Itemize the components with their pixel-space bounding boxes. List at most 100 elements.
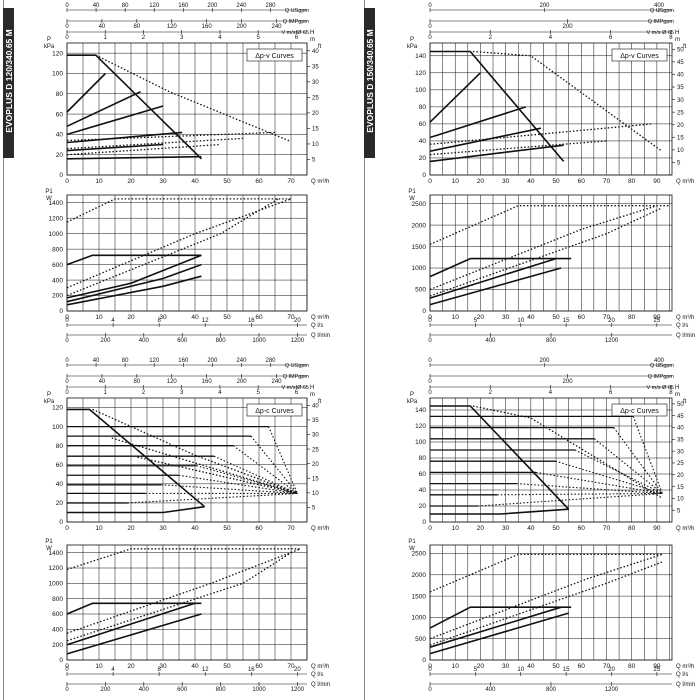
bottom-axis-tick-label: 400 xyxy=(139,687,150,693)
top-axis-tick-label: 240 xyxy=(271,24,282,30)
top-axis-tick-label: 2 xyxy=(489,390,493,396)
y-tick-label: 1000 xyxy=(49,231,64,238)
x-tick-label: 70 xyxy=(287,663,295,670)
top-axis-tick-label: 40 xyxy=(99,24,106,30)
y-tick-right-label: 35 xyxy=(312,64,319,70)
x-tick-label: 60 xyxy=(578,314,586,321)
x-tick-label: 40 xyxy=(527,314,535,321)
pressure-level-extension xyxy=(127,492,298,504)
top-axis-tick-label: 200 xyxy=(539,358,550,364)
bottom-axis-tick-label: 600 xyxy=(177,687,188,693)
series-line-solid xyxy=(429,606,562,648)
x-tick-label: 20 xyxy=(477,525,485,532)
top-axis-tick-label: 80 xyxy=(122,358,129,364)
y-tick-label: 1200 xyxy=(49,215,64,222)
bottom-axis-tick-label: 12 xyxy=(202,667,209,673)
x-tick-label: 10 xyxy=(95,178,103,185)
y-tick-label: 800 xyxy=(52,246,63,253)
y-tick-right-label: 20 xyxy=(312,462,319,468)
top-axis-tick-label: 0 xyxy=(428,358,432,364)
y-tick-label: 1500 xyxy=(412,593,427,600)
y-tick-right-label: 30 xyxy=(312,80,319,86)
model-tab-right xyxy=(364,8,375,158)
y-tick-label: 40 xyxy=(419,138,427,145)
x-tick-label: 60 xyxy=(578,525,586,532)
top-axis-tick-label: 4 xyxy=(218,390,222,396)
top-axis-tick-label: 3 xyxy=(180,35,184,41)
top-axis-label: Q USgpm xyxy=(650,8,675,14)
top-axis-tick-label: 240 xyxy=(271,379,282,385)
series-line-dotted xyxy=(429,123,652,145)
plot-frame xyxy=(429,544,673,661)
y-tick-right-label: 45 xyxy=(677,414,684,420)
y-tick-right-label: 20 xyxy=(677,123,684,129)
y-axis-unit: kPa xyxy=(44,399,55,405)
y-tick-label: 60 xyxy=(56,462,64,469)
x-tick-label: 10 xyxy=(95,663,103,670)
y-tick-label: 0 xyxy=(422,519,426,526)
pressure-level-extension xyxy=(268,426,298,494)
x-tick-label: 20 xyxy=(477,178,485,185)
x-tick-label: 10 xyxy=(452,314,460,321)
bottom-axis-label: Q l/s xyxy=(311,672,323,678)
x-tick-label: 40 xyxy=(191,663,199,670)
y-tick-label: 200 xyxy=(52,642,63,649)
y-tick-label: 80 xyxy=(419,104,427,111)
x-tick-label: 40 xyxy=(191,314,199,321)
top-axis-tick-label: 240 xyxy=(236,3,247,9)
series-line-dotted xyxy=(429,205,670,245)
y-tick-label: 20 xyxy=(56,500,64,507)
bottom-axis-tick-label: 16 xyxy=(248,318,255,324)
bottom-axis-tick-label: 1200 xyxy=(605,338,619,344)
y-tick-right-label: 25 xyxy=(677,461,684,467)
series-line-dotted xyxy=(137,456,298,495)
y-tick-label: 120 xyxy=(52,50,63,57)
bottom-axis-tick-label: 10 xyxy=(517,318,524,324)
series-line-solid xyxy=(66,275,202,306)
y-axis-right-unit: m xyxy=(675,392,680,398)
x-tick-label: 90 xyxy=(653,525,661,532)
x-tick-label: 60 xyxy=(578,178,586,185)
plot-frame xyxy=(66,544,308,661)
series-line-dotted xyxy=(66,137,244,150)
series-line-solid xyxy=(66,105,164,136)
x-tick-label: 80 xyxy=(628,314,636,321)
bottom-axis-tick-label: 600 xyxy=(177,338,188,344)
top-axis-label: V m/s Ø 65 xyxy=(281,30,309,36)
y-tick-right-label: 25 xyxy=(312,447,319,453)
bottom-axis-tick-label: 400 xyxy=(139,338,150,344)
series-line-solid xyxy=(429,72,481,123)
bottom-axis-label: Q l/min xyxy=(676,333,695,339)
series-line-solid xyxy=(429,612,569,655)
x-tick-label: 0 xyxy=(65,525,69,532)
y-tick-label: 60 xyxy=(419,471,427,478)
plot-frame xyxy=(429,397,673,523)
x-tick-label: 90 xyxy=(653,178,661,185)
top-axis-tick-label: 4 xyxy=(549,390,553,396)
y-axis-right-unit: m xyxy=(310,37,315,43)
bottom-axis-label: Q l/s xyxy=(311,323,323,329)
y-tick-right-label: 10 xyxy=(312,491,319,497)
y-tick-label: 0 xyxy=(59,308,63,315)
bottom-axis-tick-label: 20 xyxy=(294,667,301,673)
y-tick-label: 40 xyxy=(56,481,64,488)
bottom-axis-tick-label: 0 xyxy=(428,687,432,693)
series-line-solid xyxy=(429,127,542,152)
x-tick-label: 20 xyxy=(127,525,135,532)
top-axis-tick-label: 2 xyxy=(489,35,493,41)
series-line-dotted xyxy=(66,548,301,634)
x-tick-label: 10 xyxy=(452,525,460,532)
series-line-dotted xyxy=(429,561,663,646)
x-tick-label: 50 xyxy=(223,314,231,321)
x-tick-label: 30 xyxy=(502,178,510,185)
bottom-axis-tick-label: 800 xyxy=(546,338,557,344)
y-tick-label: 1200 xyxy=(49,565,64,572)
y-tick-right-label: 45 xyxy=(677,60,684,66)
pressure-level-extension xyxy=(516,483,663,495)
y-tick-right-label: 30 xyxy=(312,433,319,439)
x-tick-label: 20 xyxy=(127,314,135,321)
top-axis-tick-label: 0 xyxy=(65,390,69,396)
bottom-axis-tick-label: 5 xyxy=(474,667,478,673)
series-line-solid xyxy=(66,72,106,113)
